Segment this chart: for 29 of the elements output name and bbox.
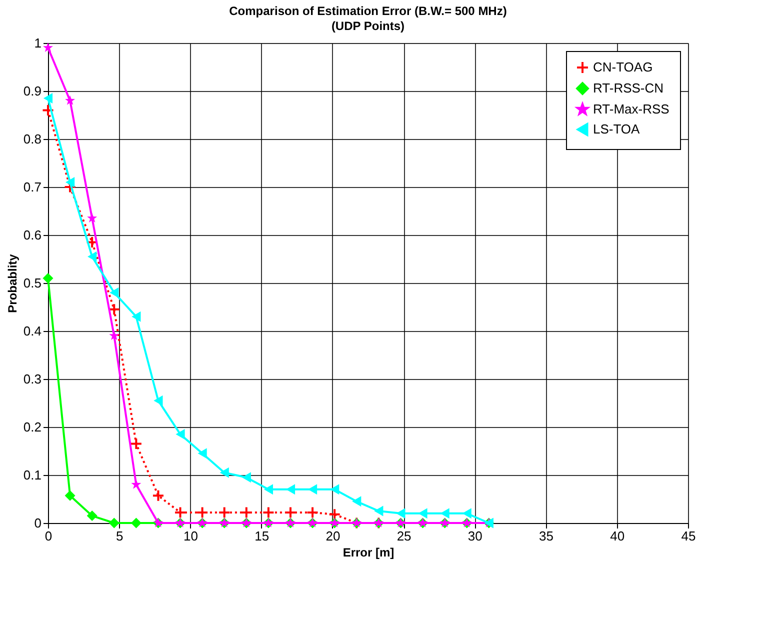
- y-tick-label: 1: [34, 36, 42, 50]
- chart-subtitle: (UDP Points): [331, 19, 405, 33]
- y-tick-label: 0.5: [23, 276, 42, 290]
- y-tick-label: 0.6: [23, 228, 42, 242]
- chart-title: Comparison of Estimation Error (B.W.= 500 MHz): [229, 4, 507, 18]
- legend-label: RT-RSS-CN: [593, 80, 664, 96]
- y-tick-label: 0.9: [23, 84, 42, 98]
- y-tick-label: 0.3: [23, 372, 42, 386]
- y-tick-label: 0.7: [23, 180, 42, 194]
- x-tick-label: 25: [396, 528, 412, 544]
- y-tick-label: 0.4: [23, 324, 42, 338]
- x-tick-label: 10: [183, 528, 198, 544]
- x-tick-label: 40: [610, 528, 625, 544]
- y-tick-label: 0.8: [23, 132, 42, 146]
- legend-label: RT-Max-RSS: [593, 102, 670, 116]
- x-axis-title: Error [m]: [342, 546, 394, 560]
- y-tick-label: 0.2: [23, 420, 42, 434]
- y-tick-label: 0.1: [23, 468, 42, 482]
- y-tick-label: 0: [34, 516, 42, 530]
- legend-label: LS-TOA: [593, 122, 640, 136]
- x-tick-label: 45: [681, 528, 696, 544]
- x-tick-label: 5: [116, 528, 124, 544]
- x-tick-label: 15: [254, 528, 270, 544]
- y-axis-title: Probablity: [5, 254, 20, 313]
- x-tick-label: 0: [44, 528, 52, 544]
- legend-label: CN-TOAG: [593, 60, 653, 74]
- x-tick-label: 20: [326, 528, 340, 544]
- x-tick-label: 35: [539, 528, 554, 544]
- x-tick-label: 30: [468, 528, 482, 544]
